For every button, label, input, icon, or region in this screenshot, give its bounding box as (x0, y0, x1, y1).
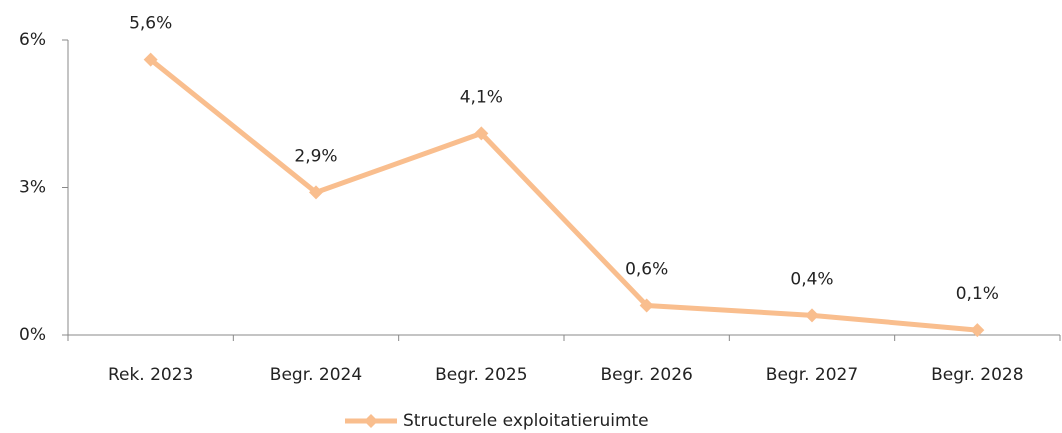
x-tick-label: Begr. 2026 (600, 365, 692, 385)
x-tick-label: Begr. 2028 (931, 365, 1023, 385)
series-line (149, 57, 978, 333)
point-marker (970, 323, 985, 338)
data-label: 0,1% (956, 284, 999, 304)
data-label: 0,6% (625, 260, 668, 280)
point-marker (805, 308, 819, 323)
data-label: 4,1% (460, 87, 503, 107)
y-tick-label: 0% (19, 325, 46, 345)
data-label: 5,6% (129, 14, 172, 34)
x-tick-label: Begr. 2024 (270, 365, 362, 385)
point-marker (639, 298, 654, 313)
point-marker (474, 126, 489, 141)
legend-marker (364, 414, 378, 428)
y-tick-label: 3% (19, 178, 46, 198)
point-marker (143, 52, 158, 67)
data-label: 0,4% (790, 269, 833, 289)
x-tick-label: Begr. 2027 (766, 365, 858, 385)
point-marker (309, 185, 323, 200)
legend-label: Structurele exploitatieruimte (403, 411, 649, 431)
x-tick-label: Begr. 2025 (435, 365, 527, 385)
data-label: 2,9% (294, 146, 337, 166)
y-tick-label: 6% (19, 30, 46, 50)
x-tick-label: Rek. 2023 (108, 365, 193, 385)
